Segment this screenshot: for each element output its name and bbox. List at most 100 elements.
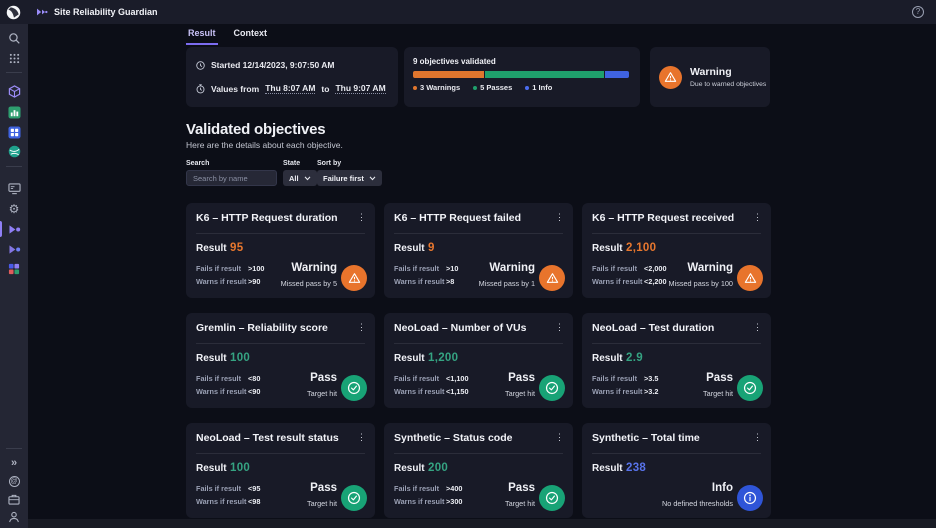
overall-status-text: Warning	[690, 66, 732, 78]
fails-threshold-row: Fails if result >400	[394, 484, 462, 493]
warns-label: Warns if result	[592, 387, 643, 396]
dashboard-app-icon[interactable]	[0, 123, 28, 141]
to-word: to	[321, 83, 330, 94]
kebab-menu-icon[interactable]: ⋮	[555, 322, 564, 332]
clock-icon	[196, 60, 205, 70]
result-value: 1,200	[428, 352, 459, 364]
values-from-label: Values from	[211, 83, 260, 94]
sidebar-divider	[6, 72, 22, 73]
warns-threshold-row: Warns if result <98	[196, 497, 260, 506]
community-icon[interactable]: @	[8, 475, 20, 487]
sidebar-selected-indicator	[0, 221, 2, 237]
bar-segment-warnings	[413, 71, 485, 78]
warning-status-icon	[737, 265, 763, 291]
fails-label: Fails if result	[394, 484, 440, 493]
section-subtitle: Here are the details about each objectiv…	[186, 140, 343, 150]
status-note: Missed pass by 1	[478, 279, 535, 288]
warns-threshold-row: Warns if result >3.2	[592, 387, 658, 396]
fails-threshold-row: Fails if result >100	[196, 264, 264, 273]
state-dropdown[interactable]: All	[283, 170, 317, 186]
fails-threshold-row: Fails if result <1,100	[394, 374, 469, 383]
fails-label: Fails if result	[196, 264, 242, 273]
kebab-menu-icon[interactable]: ⋮	[357, 322, 366, 332]
dynatrace-logo-icon[interactable]	[6, 5, 21, 20]
globe-app-icon[interactable]	[0, 142, 28, 160]
kebab-menu-icon[interactable]: ⋮	[753, 322, 762, 332]
started-row: Started 12/14/2023, 9:07:50 AM	[196, 60, 334, 70]
status-note: No defined thresholds	[662, 499, 733, 508]
tab-result[interactable]: Result	[186, 25, 218, 45]
objective-card: Synthetic – Total time ⋮ Result 238 Info No d…	[582, 423, 771, 518]
card-divider	[394, 343, 563, 344]
user-profile-icon[interactable]	[0, 508, 28, 526]
status-text: Warning	[489, 262, 535, 274]
fails-value: >3.5	[644, 374, 659, 383]
sort-by-label: Sort by	[317, 160, 342, 167]
warning-dot-icon	[413, 85, 417, 90]
page-title: Site Reliability Guardian	[54, 7, 158, 17]
status-text: Warning	[687, 262, 733, 274]
result-value: 2.9	[626, 352, 643, 364]
status-note: Target hit	[306, 499, 337, 508]
site-reliability-guardian-icon[interactable]	[0, 220, 28, 238]
kebab-menu-icon[interactable]: ⋮	[555, 212, 564, 222]
objective-card: NeoLoad – Number of VUs ⋮ Result 1,200 Fails…	[384, 313, 573, 408]
cube-app-icon[interactable]	[0, 82, 28, 100]
gear-icon[interactable]: ⚙	[8, 202, 20, 216]
overall-status-tile: Warning Due to warned objectives	[650, 47, 770, 107]
tab-context[interactable]: Context	[233, 28, 268, 38]
fails-value: <1,100	[446, 374, 469, 383]
warns-label: Warns if result	[394, 387, 445, 396]
legend-info: 1 Info	[525, 83, 552, 92]
card-divider	[196, 233, 365, 234]
fails-value: <80	[248, 374, 261, 383]
timing-tile: Started 12/14/2023, 9:07:50 AM Values fr…	[186, 47, 398, 107]
workflows-app-icon[interactable]	[0, 240, 28, 258]
card-divider	[592, 343, 761, 344]
time-to[interactable]: Thu 9:07 AM	[335, 83, 386, 94]
kebab-menu-icon[interactable]: ⋮	[357, 212, 366, 222]
search-input[interactable]	[186, 170, 277, 186]
result-label: Result	[196, 353, 227, 364]
kebab-menu-icon[interactable]: ⋮	[753, 212, 762, 222]
time-from[interactable]: Thu 8:07 AM	[265, 83, 316, 94]
chart-app-icon[interactable]	[0, 103, 28, 121]
summary-row: Started 12/14/2023, 9:07:50 AM Values fr…	[186, 47, 770, 107]
objective-title: K6 – HTTP Request received	[592, 212, 735, 224]
fails-label: Fails if result	[394, 374, 440, 383]
expand-sidebar-icon[interactable]: »	[10, 457, 18, 469]
status-note: Target hit	[504, 389, 535, 398]
objective-card: NeoLoad – Test result status ⋮ Result 100 Fa…	[186, 423, 375, 518]
warns-value: >300	[446, 497, 463, 506]
fails-label: Fails if result	[592, 264, 638, 273]
status-text: Pass	[508, 482, 535, 494]
fails-value: <2,000	[644, 264, 667, 273]
objective-card: K6 – HTTP Request received ⋮ Result 2,100 Fa…	[582, 203, 771, 298]
apps-collection-icon[interactable]	[0, 260, 28, 278]
terminal-monitor-icon[interactable]	[0, 180, 28, 198]
kebab-menu-icon[interactable]: ⋮	[357, 432, 366, 442]
app-grid-icon[interactable]	[0, 49, 28, 67]
fails-value: >100	[248, 264, 265, 273]
kebab-menu-icon[interactable]: ⋮	[555, 432, 564, 442]
help-icon[interactable]: ?	[912, 6, 924, 18]
fails-threshold-row: Fails if result <2,000	[592, 264, 667, 273]
briefcase-icon[interactable]	[0, 490, 28, 508]
warning-status-icon	[341, 265, 367, 291]
objective-card: K6 – HTTP Request duration ⋮ Result 95 Fails…	[186, 203, 375, 298]
result-label: Result	[394, 243, 425, 254]
search-icon[interactable]	[0, 29, 28, 47]
search-label: Search	[186, 160, 210, 167]
kebab-menu-icon[interactable]: ⋮	[753, 432, 762, 442]
warns-value: >8	[446, 277, 455, 286]
content-bottom-strip	[28, 519, 936, 528]
objective-title: NeoLoad – Test duration	[592, 322, 715, 334]
result-label: Result	[592, 463, 623, 474]
fails-value: >10	[446, 264, 459, 273]
warning-status-icon	[539, 265, 565, 291]
pass-status-icon	[539, 375, 565, 401]
sort-dropdown[interactable]: Failure first	[317, 170, 382, 186]
result-label: Result	[196, 463, 227, 474]
result-value: 100	[230, 352, 251, 364]
warns-label: Warns if result	[196, 387, 247, 396]
